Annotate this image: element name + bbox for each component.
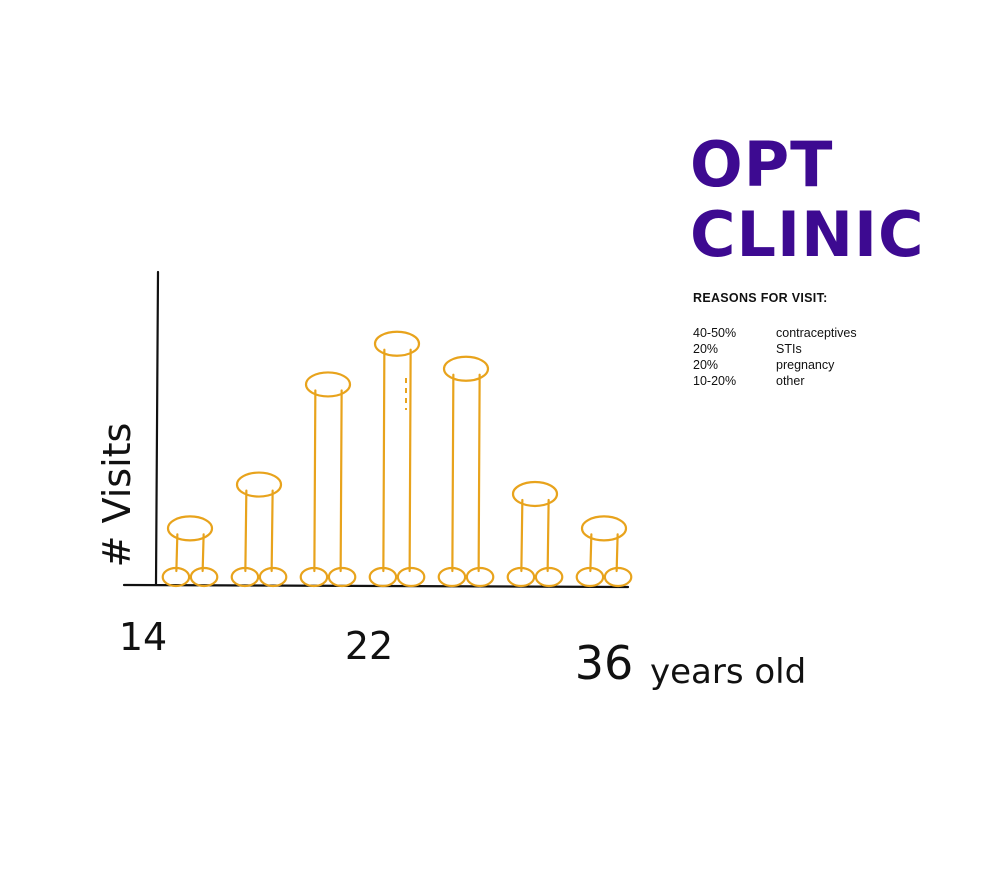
bar [230, 471, 288, 588]
reason-row: 40-50% contraceptives [693, 325, 857, 341]
bar [506, 480, 564, 588]
reason-percent: 10-20% [693, 374, 737, 388]
reason-row: 10-20% other [693, 373, 857, 389]
x-tick-label: 22 [345, 624, 393, 668]
bar [299, 371, 357, 588]
reason-percent: 20% [693, 358, 719, 372]
reason-percent: 40-50% [693, 326, 737, 340]
bar [368, 330, 426, 588]
y-axis-label: # Visits [95, 423, 139, 568]
title-line-1: OPT [690, 128, 834, 201]
reason-row: 20% pregnancy [693, 357, 857, 373]
y-axis [154, 270, 160, 586]
bar [161, 515, 219, 588]
reason-label: pregnancy [776, 358, 835, 372]
reason-row: 20% STIs [693, 341, 857, 357]
clinic-title: OPT CLINIC [690, 130, 925, 270]
reason-percent: 20% [693, 342, 719, 356]
title-line-2: CLINIC [690, 198, 925, 271]
reason-label: STIs [776, 342, 802, 356]
bar [437, 355, 495, 588]
reasons-heading: REASONS FOR VISIT: [693, 291, 828, 305]
reason-label: other [776, 374, 805, 388]
reason-label: contraceptives [776, 326, 857, 340]
x-tick-label: 14 [119, 615, 167, 659]
reasons-list: 40-50% contraceptives 20% STIs 20% pregn… [693, 325, 857, 389]
x-axis-label: years old [650, 652, 806, 692]
bar [575, 515, 633, 588]
bars-group [161, 330, 633, 588]
x-tick-label: 36 [575, 636, 634, 690]
